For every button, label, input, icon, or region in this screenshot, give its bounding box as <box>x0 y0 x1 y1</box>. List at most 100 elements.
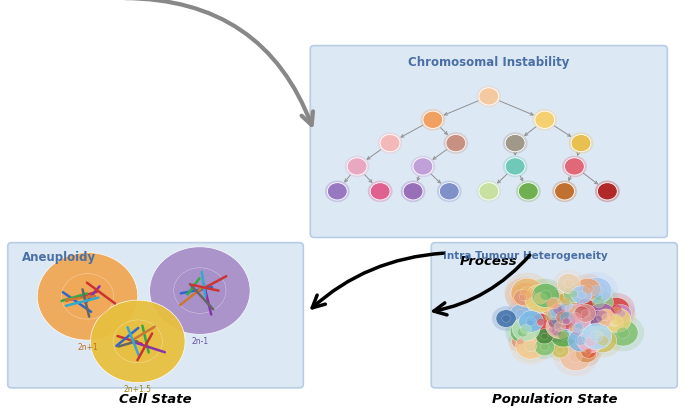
Circle shape <box>539 292 580 327</box>
Circle shape <box>505 277 546 313</box>
Circle shape <box>479 183 499 200</box>
Circle shape <box>572 323 584 333</box>
Circle shape <box>555 321 562 328</box>
Circle shape <box>512 317 540 341</box>
Circle shape <box>611 305 632 322</box>
Circle shape <box>544 320 569 342</box>
Circle shape <box>476 180 501 202</box>
Circle shape <box>563 315 572 324</box>
Circle shape <box>519 311 543 332</box>
Circle shape <box>549 317 568 333</box>
Circle shape <box>563 314 571 322</box>
Circle shape <box>559 316 573 328</box>
Circle shape <box>593 297 605 308</box>
Circle shape <box>552 292 582 318</box>
Circle shape <box>610 320 618 327</box>
Circle shape <box>557 313 576 329</box>
Circle shape <box>559 312 571 323</box>
Circle shape <box>559 317 568 325</box>
Circle shape <box>611 304 622 314</box>
Circle shape <box>517 328 528 337</box>
Circle shape <box>553 270 585 297</box>
Circle shape <box>611 315 623 325</box>
Circle shape <box>518 279 563 318</box>
FancyBboxPatch shape <box>432 243 677 388</box>
Circle shape <box>595 180 620 202</box>
Circle shape <box>554 315 564 324</box>
Circle shape <box>603 297 630 321</box>
Circle shape <box>522 316 538 330</box>
Circle shape <box>577 291 586 299</box>
Circle shape <box>538 289 571 317</box>
Circle shape <box>521 287 534 299</box>
Circle shape <box>516 309 524 316</box>
Circle shape <box>597 336 609 346</box>
Circle shape <box>506 158 525 175</box>
Circle shape <box>558 330 569 340</box>
Circle shape <box>510 321 535 343</box>
Text: Cell State: Cell State <box>119 393 192 406</box>
Circle shape <box>519 313 542 333</box>
Circle shape <box>573 311 582 320</box>
Circle shape <box>562 318 571 325</box>
Circle shape <box>527 310 555 334</box>
Circle shape <box>536 329 553 344</box>
Circle shape <box>604 315 623 332</box>
Circle shape <box>538 291 566 315</box>
Circle shape <box>616 327 630 338</box>
Circle shape <box>539 316 574 347</box>
Circle shape <box>566 315 592 337</box>
Circle shape <box>617 310 625 317</box>
Circle shape <box>504 272 551 313</box>
Circle shape <box>548 340 573 361</box>
Circle shape <box>553 304 565 315</box>
Circle shape <box>562 299 594 326</box>
Circle shape <box>608 319 638 346</box>
Circle shape <box>551 305 579 330</box>
Circle shape <box>575 278 601 301</box>
Circle shape <box>547 315 571 335</box>
Circle shape <box>554 308 582 332</box>
Circle shape <box>537 319 545 326</box>
Circle shape <box>582 349 590 357</box>
Circle shape <box>540 343 549 351</box>
Circle shape <box>558 274 580 294</box>
Circle shape <box>527 320 534 326</box>
Circle shape <box>571 135 591 152</box>
Circle shape <box>551 308 561 317</box>
Circle shape <box>569 306 580 315</box>
Circle shape <box>532 303 579 344</box>
Circle shape <box>597 183 617 200</box>
Circle shape <box>588 310 608 328</box>
Circle shape <box>594 315 602 323</box>
Circle shape <box>572 326 608 357</box>
Circle shape <box>582 285 593 294</box>
Circle shape <box>526 279 565 312</box>
Circle shape <box>570 318 588 334</box>
Circle shape <box>552 180 577 202</box>
Circle shape <box>566 305 589 326</box>
Circle shape <box>545 300 584 335</box>
FancyBboxPatch shape <box>310 45 667 238</box>
Circle shape <box>582 277 612 304</box>
Circle shape <box>479 88 499 105</box>
Circle shape <box>590 331 603 342</box>
Circle shape <box>502 315 510 322</box>
Circle shape <box>554 321 566 332</box>
Circle shape <box>570 274 606 305</box>
Text: 2n+1.5: 2n+1.5 <box>124 385 152 394</box>
Circle shape <box>547 308 572 330</box>
Circle shape <box>581 310 590 317</box>
Text: Aneuploidy: Aneuploidy <box>22 251 96 264</box>
Circle shape <box>585 337 596 346</box>
Circle shape <box>571 340 601 366</box>
Circle shape <box>596 309 615 326</box>
Circle shape <box>546 314 574 339</box>
Circle shape <box>174 268 226 313</box>
Circle shape <box>347 158 367 175</box>
Circle shape <box>571 286 592 304</box>
Circle shape <box>577 342 599 361</box>
Circle shape <box>545 297 573 322</box>
Circle shape <box>525 341 537 352</box>
Circle shape <box>553 308 580 331</box>
